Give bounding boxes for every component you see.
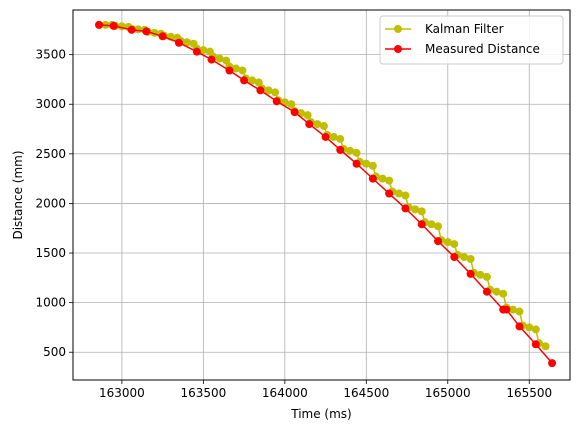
kalman-filter-point [222,56,231,65]
y-tick-label: 1500 [35,246,66,260]
measured-distance-point [158,32,167,41]
measured-distance-point [256,86,265,95]
legend-label-measured-distance: Measured Distance [425,42,540,56]
kalman-filter-point [254,78,263,87]
measured-distance-point [352,159,361,168]
kalman-filter-point [401,191,410,200]
measured-distance-point [385,189,394,198]
ticks: 163000 163500 164000 164500 165000 165500 500 1… [35,48,552,400]
x-tick-label: 165000 [425,386,471,400]
kalman-filter-point [515,307,524,316]
measured-distance-point [95,20,104,29]
measured-distance-point [466,269,475,278]
x-tick-label: 163500 [180,386,226,400]
kalman-filter-point [492,287,501,296]
y-tick-label: 1000 [35,296,66,310]
kalman-filter-point [329,132,338,141]
kalman-filter-point [199,46,208,55]
kalman-filter-point [450,240,459,249]
kalman-filter-point [319,122,328,131]
measured-distance-point [174,38,183,47]
measured-distance-point [502,305,511,314]
measured-distance-point [272,97,281,106]
y-tick-label: 3000 [35,97,66,111]
measured-distance-point [336,145,345,154]
measured-distance-point [109,21,118,30]
measured-distance-point [401,204,410,213]
kalman-filter-point [499,289,508,298]
kalman-filter-point [271,88,280,97]
kalman-filter-point [508,305,517,314]
measured-distance-point [482,287,491,296]
kalman-filter-point [183,38,192,47]
kalman-filter-point [394,189,403,198]
kalman-filter-point [368,161,377,170]
kalman-filter-point [346,146,355,155]
measured-distance-point [305,120,314,129]
y-tick-label: 3500 [35,48,66,62]
plot-area-background [73,10,570,380]
measured-distance-point [207,55,216,64]
y-tick-label: 500 [43,345,66,359]
measured-distance-point [450,252,459,261]
kalman-filter-point [434,222,443,231]
legend-frame [379,15,564,65]
measured-distance-point [368,174,377,183]
measured-distance-point [548,359,557,368]
measured-distance-point [531,340,540,349]
kalman-filter-point [336,134,345,143]
y-axis-label: Distance (mm) [11,150,25,239]
kalman-filter-point [525,323,534,332]
x-tick-label: 164500 [343,386,389,400]
kalman-filter-point [287,100,296,109]
y-tick-label: 2000 [35,196,66,210]
kalman-filter-point [313,120,322,129]
y-tick-label: 2500 [35,147,66,161]
measured-distance-point [192,47,201,56]
legend-label-kalman-filter: Kalman Filter [425,22,504,36]
kalman-filter-point [482,272,491,281]
measured-distance-point [240,76,249,85]
measured-distance-point [515,322,524,331]
series-layer [95,20,557,368]
kalman-filter-point [427,220,436,229]
kalman-filter-point [378,174,387,183]
kalman-filter-point [541,342,550,351]
kalman-filter-point [466,254,475,263]
kalman-filter-point [476,270,485,279]
legend: Kalman Filter Measured Distance [379,15,564,65]
kalman-filter-point [248,76,257,85]
x-tick-label: 163000 [99,386,145,400]
legend-marker-kalman-filter [394,25,402,33]
measured-distance-point [434,237,443,246]
legend-marker-measured-distance [394,45,402,53]
x-axis-label: Time (ms) [290,407,352,421]
plot-frame [72,9,571,381]
kalman-filter-point [264,86,273,95]
measured-distance-point [417,220,426,229]
measured-distance-point [142,27,151,36]
kalman-filter-point [411,205,420,214]
measured-distance-point [321,132,330,141]
kalman-filter-point [531,325,540,334]
kalman-filter-point [417,207,426,216]
measured-distance-point [127,25,136,34]
kalman-filter-point [215,54,224,63]
kalman-filter-point [443,238,452,247]
kalman-filter-point [238,66,247,75]
kalman-filter-point [460,252,469,261]
x-tick-label: 164000 [262,386,308,400]
kalman-filter-point [352,148,361,157]
kalman-filter-point [231,64,240,73]
measured-distance-point [290,108,299,117]
kalman-filter-point [362,159,371,168]
measured-distance-point [225,66,234,75]
kalman-filter-point [385,176,394,185]
kalman-filter-point [303,111,312,120]
x-tick-label: 165500 [506,386,552,400]
